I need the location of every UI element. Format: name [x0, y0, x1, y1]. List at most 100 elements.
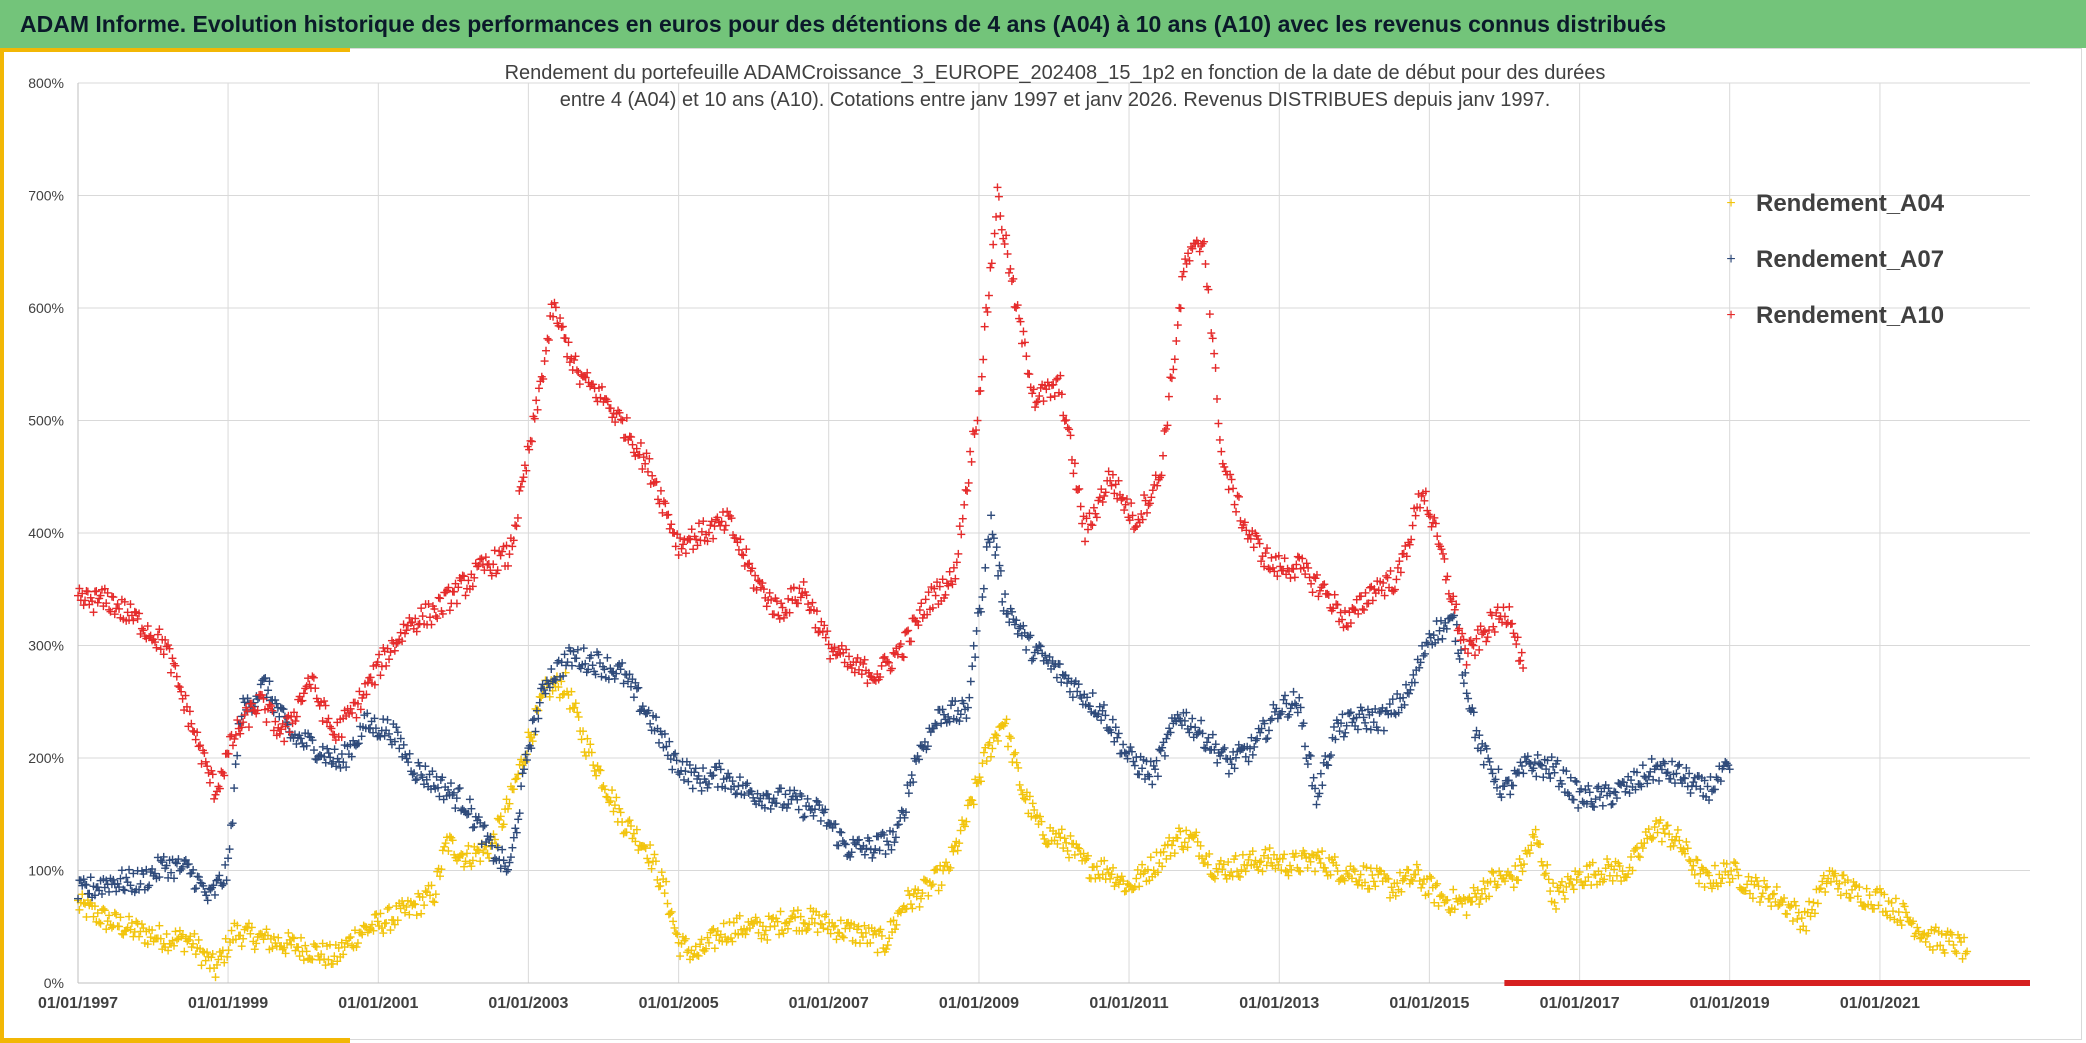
- data-point: [521, 757, 530, 766]
- data-point: [1657, 837, 1666, 846]
- accent-bar-bottom: [0, 1038, 350, 1043]
- data-point: [949, 847, 958, 856]
- data-point: [1308, 850, 1317, 859]
- data-point: [172, 935, 181, 944]
- data-point: [221, 934, 230, 943]
- data-point: [1070, 850, 1079, 859]
- data-point: [1525, 849, 1534, 858]
- data-point: [1473, 886, 1482, 895]
- data-point: [1018, 790, 1027, 799]
- data-point: [1356, 870, 1365, 879]
- data-point: [502, 795, 511, 804]
- data-point: [508, 843, 517, 852]
- data-point: [1265, 844, 1274, 853]
- data-point: [906, 900, 915, 909]
- data-point: [321, 758, 330, 767]
- data-point: [1475, 900, 1484, 909]
- data-point: [1952, 949, 1961, 958]
- data-point: [1303, 863, 1312, 872]
- data-point: [1020, 794, 1029, 803]
- data-point: [593, 762, 602, 771]
- data-point: [1468, 897, 1477, 906]
- data-point: [1106, 874, 1115, 883]
- data-point: [822, 910, 831, 919]
- data-point: [252, 939, 261, 948]
- data-point: [709, 924, 718, 933]
- data-point: [1060, 834, 1069, 843]
- data-point: [324, 955, 333, 964]
- data-point: [1569, 885, 1578, 894]
- data-point: [1340, 876, 1349, 885]
- data-point: [1264, 854, 1273, 863]
- accent-bar-left: [0, 48, 4, 1043]
- data-point: [1235, 872, 1244, 881]
- data-point: [734, 930, 743, 939]
- data-point: [1375, 866, 1384, 875]
- data-point: [751, 913, 760, 922]
- data-point: [506, 853, 515, 862]
- data-point: [395, 744, 404, 753]
- data-point: [1062, 838, 1071, 847]
- data-point: [694, 951, 703, 960]
- data-point: [308, 955, 317, 964]
- data-point: [557, 677, 566, 686]
- data-point: [1107, 870, 1116, 879]
- data-point: [681, 934, 690, 943]
- data-point: [1183, 843, 1192, 852]
- data-point: [1902, 908, 1911, 917]
- data-point: [350, 926, 359, 935]
- data-point: [1685, 856, 1694, 865]
- data-point: [82, 912, 91, 921]
- data-point: [1544, 875, 1553, 884]
- data-point: [1326, 870, 1335, 879]
- data-point: [1437, 891, 1446, 900]
- data-point: [1393, 879, 1402, 888]
- data-point: [75, 905, 84, 914]
- data-point: [624, 817, 633, 826]
- data-point: [986, 752, 995, 761]
- data-point: [1506, 872, 1515, 881]
- data-point: [1130, 883, 1139, 892]
- data-point: [467, 862, 476, 871]
- data-point: [348, 941, 357, 950]
- data-point: [317, 950, 326, 959]
- data-point: [383, 715, 392, 724]
- data-point: [509, 785, 518, 794]
- data-point: [250, 945, 259, 954]
- data-point: [412, 911, 421, 920]
- data-point: [227, 926, 236, 935]
- data-point: [1560, 894, 1569, 903]
- data-point: [1012, 758, 1021, 767]
- data-point: [119, 930, 128, 939]
- data-point: [608, 786, 617, 795]
- data-point: [1731, 859, 1740, 868]
- data-point: [803, 925, 812, 934]
- data-point: [1221, 870, 1230, 879]
- data-point: [1478, 889, 1487, 898]
- data-point: [761, 926, 770, 935]
- data-point: [1036, 812, 1045, 821]
- data-point: [268, 944, 277, 953]
- data-point: [93, 909, 102, 918]
- data-point: [90, 902, 99, 911]
- data-point: [1424, 889, 1433, 898]
- data-point: [1259, 851, 1268, 860]
- data-point: [1710, 861, 1719, 870]
- data-point: [1333, 867, 1342, 876]
- data-point: [418, 893, 427, 902]
- data-point: [264, 686, 273, 695]
- data-point: [1153, 868, 1162, 877]
- data-point: [802, 926, 811, 935]
- data-point: [595, 765, 604, 774]
- data-point: [1407, 875, 1416, 884]
- data-point: [667, 907, 676, 916]
- data-point: [1608, 876, 1617, 885]
- data-point: [1395, 868, 1404, 877]
- data-point: [1575, 867, 1584, 876]
- data-point: [1119, 877, 1128, 886]
- data-point: [735, 911, 744, 920]
- data-point: [950, 841, 959, 850]
- data-point: [386, 926, 395, 935]
- data-point: [1754, 882, 1763, 891]
- data-point: [839, 933, 848, 942]
